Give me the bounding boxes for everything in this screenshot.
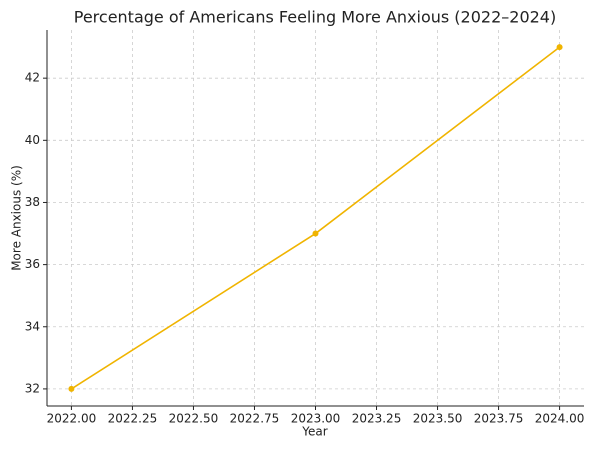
y-tick-label: 38 [25, 195, 40, 209]
data-point [68, 385, 75, 392]
x-tick-label: 2022.50 [169, 412, 219, 426]
data-point [312, 230, 319, 237]
x-tick-label: 2024.00 [535, 412, 585, 426]
x-tick-label: 2023.50 [413, 412, 463, 426]
y-tick-label: 42 [25, 71, 40, 85]
x-tick-label: 2022.25 [108, 412, 158, 426]
y-tick-label: 34 [25, 319, 40, 333]
x-axis-label: Year [301, 425, 327, 439]
x-tick-label: 2023.00 [291, 412, 341, 426]
x-tick-label: 2023.75 [474, 412, 524, 426]
y-tick-label: 32 [25, 381, 40, 395]
chart-title: Percentage of Americans Feeling More Anx… [74, 8, 556, 27]
y-tick-label: 40 [25, 133, 40, 147]
data-point [556, 44, 563, 51]
x-tick-label: 2023.25 [352, 412, 402, 426]
y-tick-label: 36 [25, 257, 40, 271]
y-axis-label: More Anxious (%) [10, 165, 24, 271]
x-tick-label: 2022.00 [47, 412, 97, 426]
x-tick-label: 2022.75 [230, 412, 280, 426]
